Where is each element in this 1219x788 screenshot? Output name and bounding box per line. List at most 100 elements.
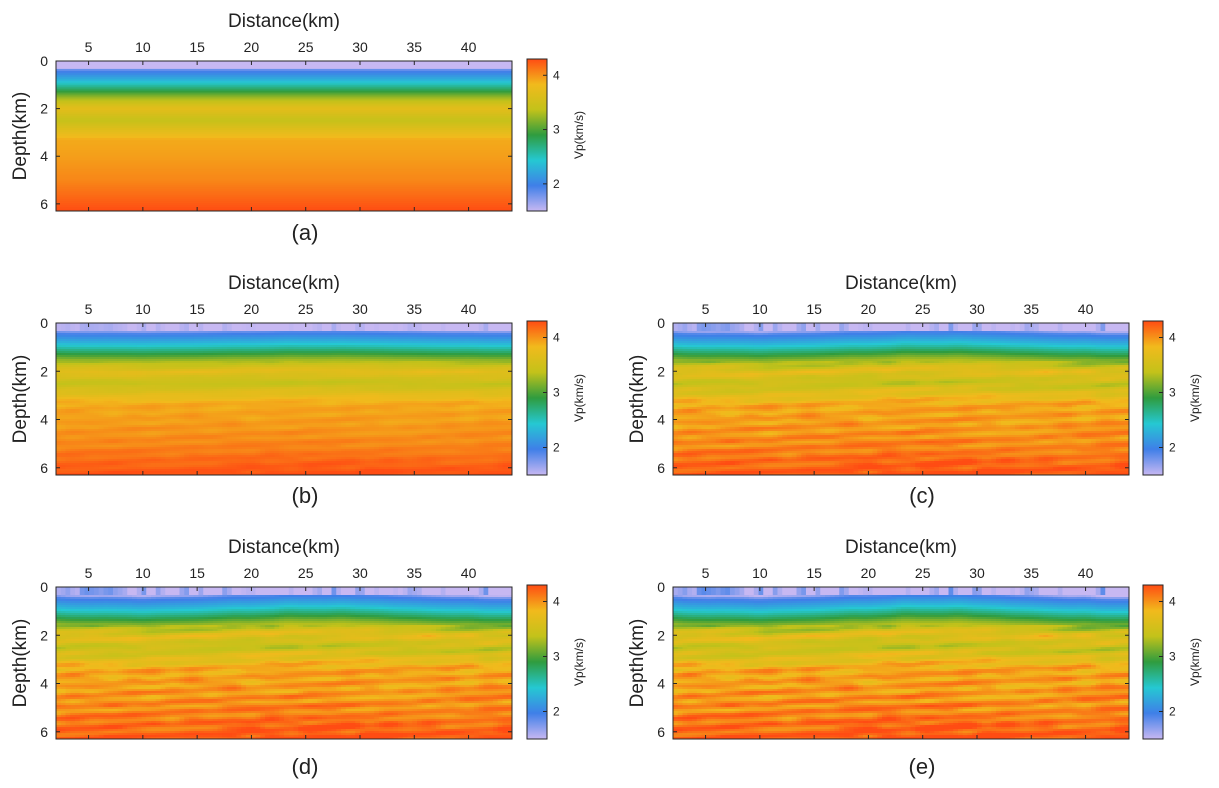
x-tick-label: 25: [915, 301, 931, 317]
x-tick-label: 25: [915, 565, 931, 581]
axes-frame: [672, 586, 1130, 740]
y-axis-label: Depth(km): [10, 92, 31, 181]
y-tick-label: 0: [657, 579, 665, 595]
x-tick-label: 20: [244, 301, 260, 317]
axes-frame: [672, 322, 1130, 476]
x-axis-label: Distance(km): [228, 537, 340, 558]
heatmap: [673, 323, 1129, 475]
y-tick-label: 2: [657, 363, 665, 379]
x-tick-label: 25: [298, 565, 314, 581]
velocity-panel: 5 10 15 20 25 30 35 40 0 2 4 6 Distance(km) Depth(km)…: [627, 273, 1202, 508]
x-tick-label: 40: [461, 565, 477, 581]
colorbar-tick-label: 2: [1169, 441, 1176, 455]
y-tick-label: 4: [657, 412, 665, 428]
colorbar-tick-label: 4: [1169, 331, 1176, 345]
x-tick-label: 5: [702, 301, 710, 317]
y-tick-label: 6: [40, 460, 48, 476]
panel-label: (c): [909, 483, 935, 508]
x-tick-label: 10: [752, 565, 768, 581]
colorbar-tick-label: 3: [1169, 386, 1176, 400]
heatmap: [673, 587, 1129, 739]
y-tick-label: 4: [40, 676, 48, 692]
y-tick-label: 2: [40, 363, 48, 379]
x-tick-label: 20: [861, 301, 877, 317]
colorbar-tick-label: 2: [553, 705, 560, 719]
x-tick-label: 20: [861, 565, 877, 581]
x-tick-label: 35: [406, 565, 422, 581]
panel-label: (b): [292, 483, 319, 508]
x-tick-label: 40: [1078, 301, 1094, 317]
velocity-panel: 5 10 15 20 25 30 35 40 0 2 4 6 Distance(km) Depth(km)…: [10, 537, 586, 779]
x-tick-label: 30: [969, 565, 985, 581]
x-tick-label: 25: [298, 301, 314, 317]
colorbar-tick-label: 2: [1169, 705, 1176, 719]
y-tick-label: 2: [40, 627, 48, 643]
y-tick-label: 2: [657, 627, 665, 643]
colorbar-tick-label: 3: [553, 123, 560, 137]
x-tick-label: 15: [189, 301, 205, 317]
y-tick-label: 4: [40, 412, 48, 428]
colorbar-label: Vp(km/s): [572, 111, 586, 159]
x-tick-label: 15: [189, 565, 205, 581]
colorbar-label: Vp(km/s): [1188, 638, 1202, 686]
colorbar-tick-label: 4: [553, 68, 560, 82]
y-axis-label: Depth(km): [10, 619, 31, 708]
y-tick-label: 4: [40, 148, 48, 164]
velocity-panel: 5 10 15 20 25 30 35 40 0 2 4 6 Distance(km) Depth(km)…: [10, 11, 586, 245]
colorbar-scale: [1142, 320, 1164, 476]
y-tick-label: 6: [40, 724, 48, 740]
colorbar-tick-label: 4: [1169, 595, 1176, 609]
y-axis-label: Depth(km): [627, 619, 648, 708]
y-axis-label: Depth(km): [10, 355, 31, 444]
x-tick-label: 15: [806, 565, 822, 581]
colorbar-label: Vp(km/s): [572, 374, 586, 422]
panel-label: (a): [292, 220, 319, 245]
axes-frame: [55, 322, 513, 476]
colorbar: 2 3 4 Vp(km/s): [1142, 320, 1202, 476]
heatmap: [56, 61, 512, 211]
x-tick-label: 30: [352, 39, 368, 55]
colorbar-tick-label: 3: [1169, 650, 1176, 664]
x-tick-label: 20: [244, 565, 260, 581]
velocity-panel: 5 10 15 20 25 30 35 40 0 2 4 6 Distance(km) Depth(km)…: [627, 537, 1202, 779]
x-tick-label: 5: [85, 565, 93, 581]
colorbar: 2 3 4 Vp(km/s): [526, 320, 586, 476]
x-tick-label: 40: [461, 39, 477, 55]
panel-label: (d): [292, 754, 319, 779]
colorbar-scale: [526, 584, 548, 740]
colorbar: 2 3 4 Vp(km/s): [1142, 584, 1202, 740]
y-tick-label: 0: [40, 315, 48, 331]
x-tick-label: 30: [352, 301, 368, 317]
y-tick-label: 0: [657, 315, 665, 331]
axes-frame: [55, 60, 513, 212]
y-tick-label: 6: [40, 196, 48, 212]
y-tick-label: 6: [657, 724, 665, 740]
x-axis-label: Distance(km): [228, 273, 340, 294]
x-tick-label: 40: [461, 301, 477, 317]
x-tick-label: 30: [969, 301, 985, 317]
colorbar-scale: [526, 58, 548, 212]
x-tick-label: 35: [406, 301, 422, 317]
x-tick-label: 10: [752, 301, 768, 317]
x-tick-label: 5: [85, 39, 93, 55]
panel-label: (e): [909, 754, 936, 779]
x-tick-label: 10: [135, 565, 151, 581]
x-tick-label: 5: [702, 565, 710, 581]
x-tick-label: 35: [1023, 565, 1039, 581]
velocity-panel: 5 10 15 20 25 30 35 40 0 2 4 6 Distance(km) Depth(km)…: [10, 273, 586, 508]
x-tick-label: 30: [352, 565, 368, 581]
x-tick-label: 35: [406, 39, 422, 55]
colorbar: 2 3 4 Vp(km/s): [526, 584, 586, 740]
y-tick-label: 6: [657, 460, 665, 476]
x-tick-label: 5: [85, 301, 93, 317]
colorbar-tick-label: 4: [553, 595, 560, 609]
heatmap: [56, 323, 512, 475]
colorbar-tick-label: 3: [553, 386, 560, 400]
y-tick-label: 0: [40, 579, 48, 595]
x-axis-label: Distance(km): [228, 11, 340, 32]
x-axis-label: Distance(km): [845, 273, 957, 294]
x-tick-label: 35: [1023, 301, 1039, 317]
y-tick-label: 2: [40, 101, 48, 117]
x-tick-label: 20: [244, 39, 260, 55]
